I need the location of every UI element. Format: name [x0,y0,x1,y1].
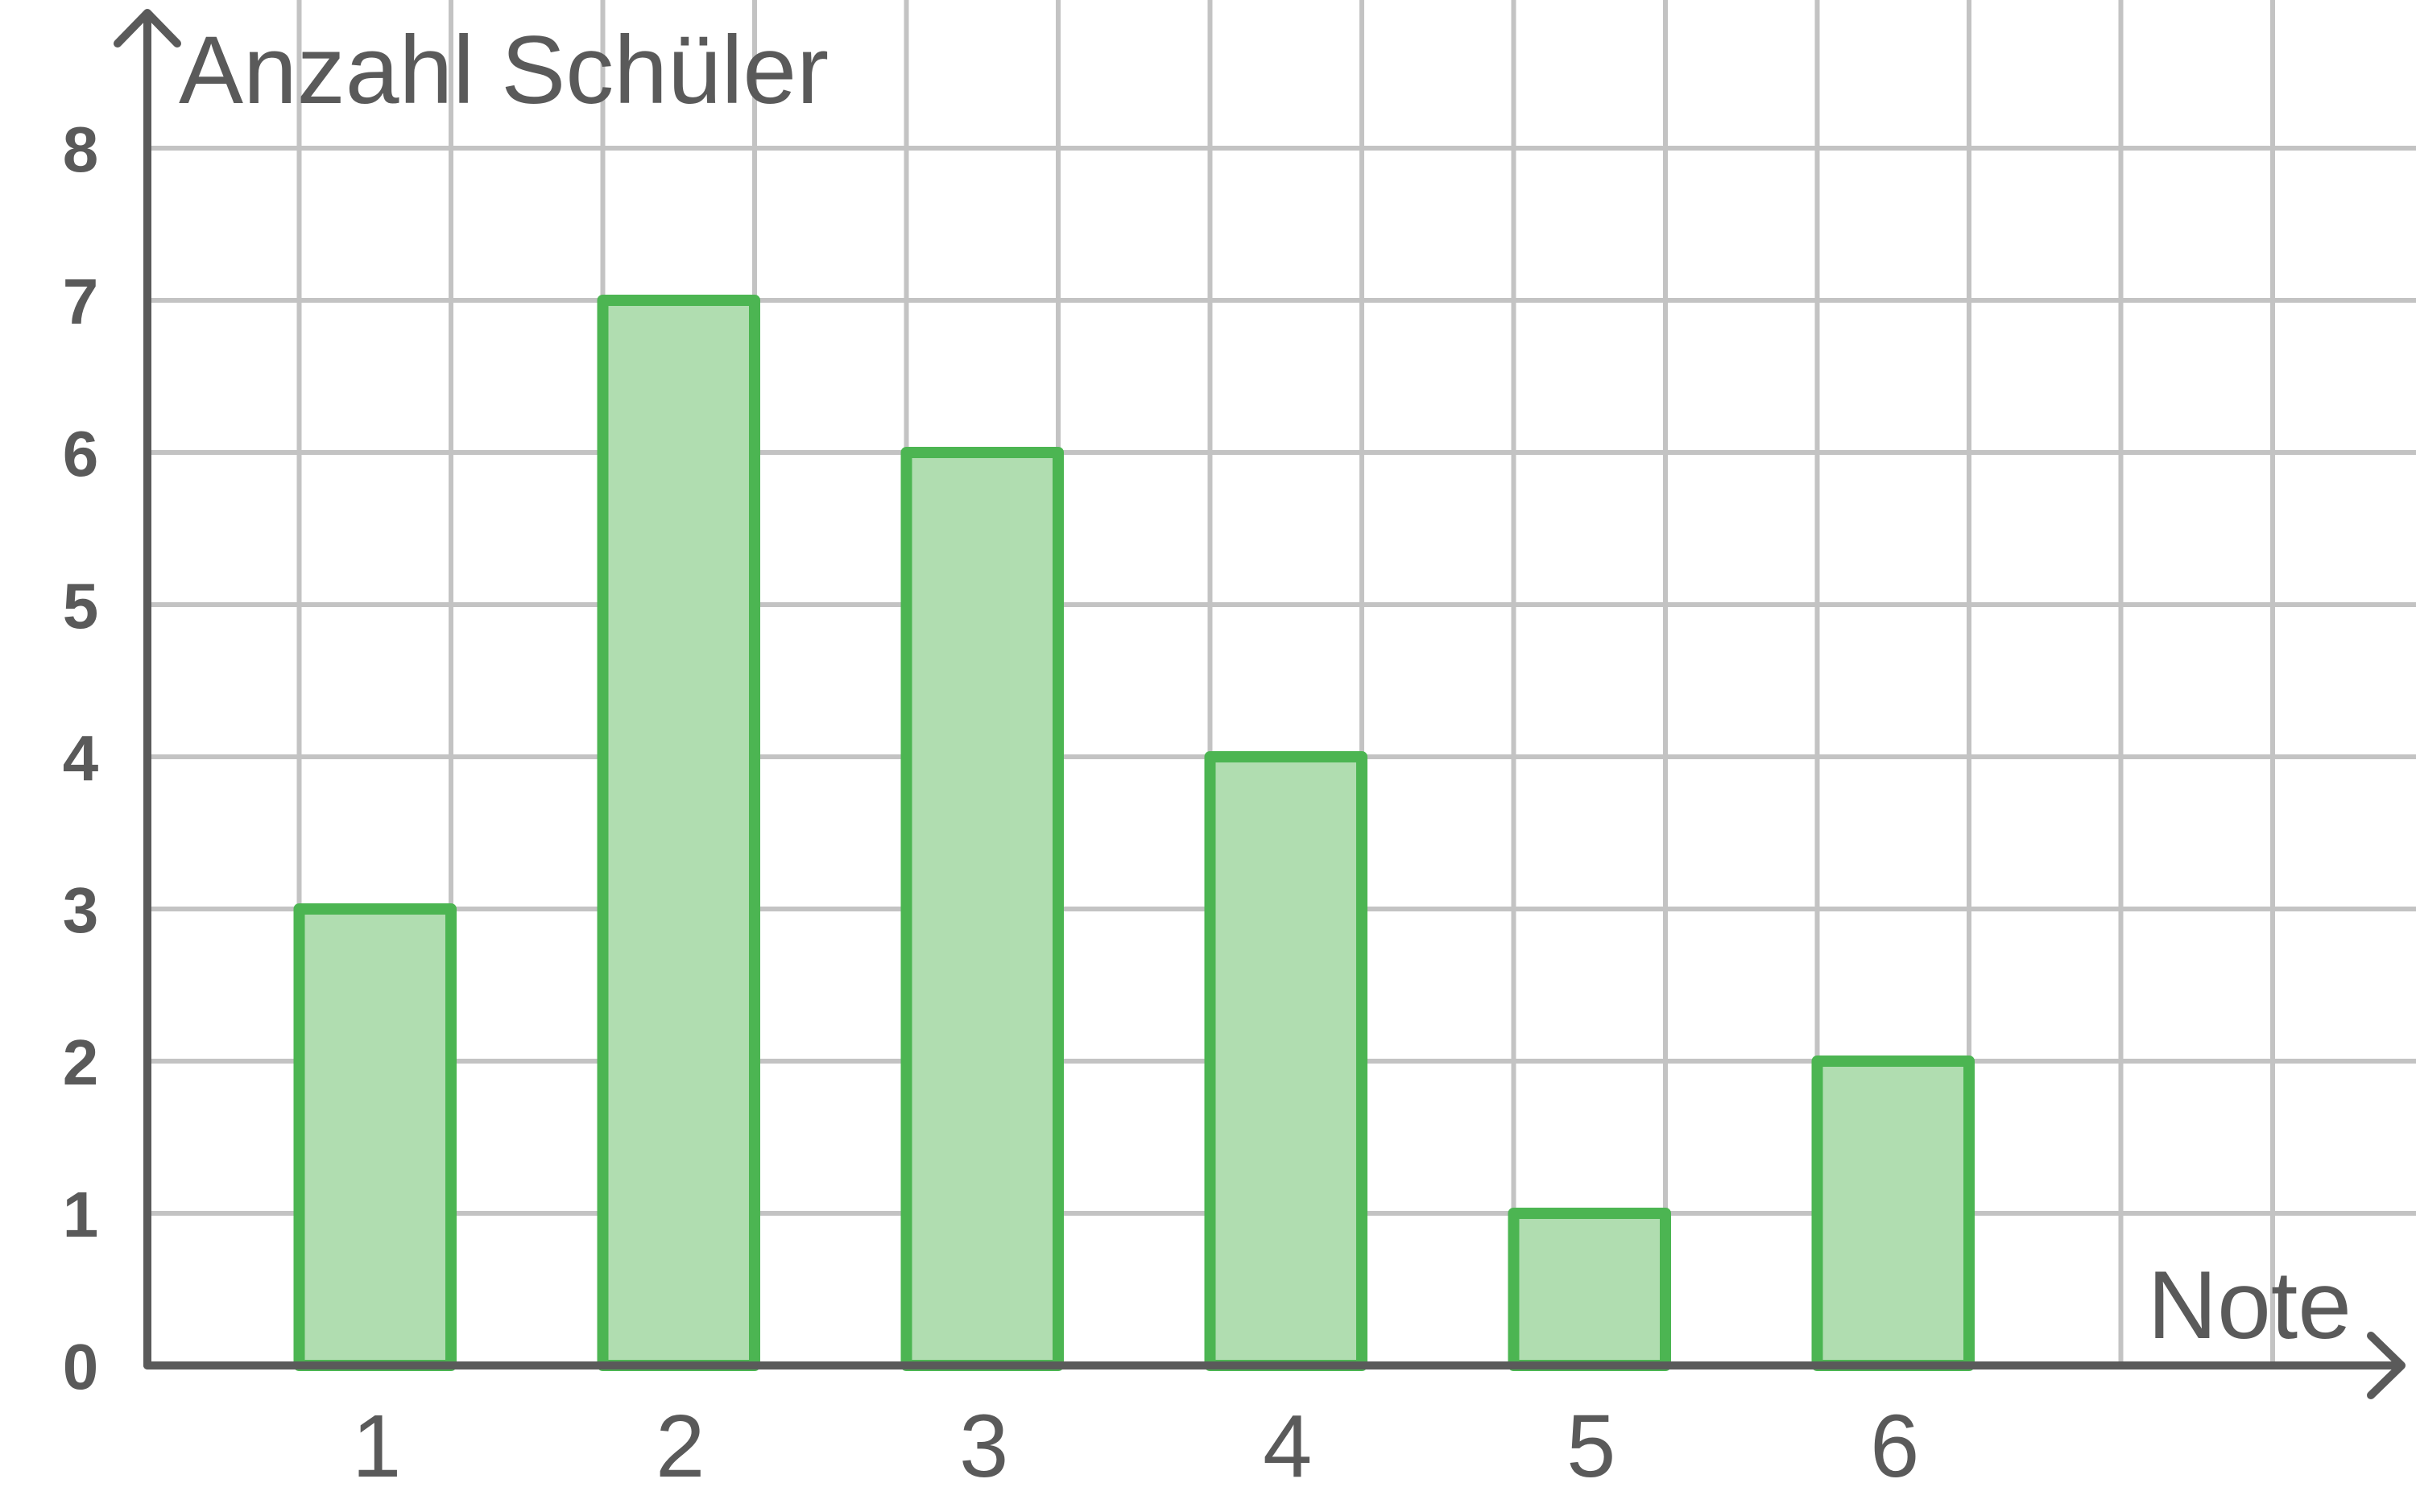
x-tick-label: 6 [1870,1397,1919,1496]
y-tick-label: 7 [63,266,99,337]
y-tick-label: 5 [63,570,99,642]
x-axis-arrowhead [2367,1332,2406,1399]
bar-note-3 [900,447,1064,1371]
bar-note-6 [1811,1056,1975,1371]
y-axis-arrowhead [114,9,181,48]
y-tick-label: 2 [63,1027,99,1098]
x-tick-label: 2 [656,1397,705,1496]
x-tick-label: 1 [352,1397,401,1496]
bar-note-1 [293,903,457,1371]
x-tick-label: 4 [1263,1397,1312,1496]
chart-axes [114,9,2406,1399]
x-tick-labels: 1 2 3 4 5 6 [352,1397,1919,1496]
chart-bars [293,295,1975,1371]
bar-note-5 [1508,1208,1671,1371]
y-tick-labels: 0 1 2 3 4 5 6 7 8 [63,114,99,1403]
x-tick-label: 5 [1566,1397,1615,1496]
y-tick-label: 6 [63,418,99,490]
y-axis-label: Anzahl Schüler [179,16,829,124]
x-axis-label: Note [2148,1251,2352,1359]
y-tick-label: 8 [63,114,99,185]
y-tick-label: 4 [63,722,99,794]
y-tick-label: 1 [63,1179,99,1250]
y-tick-label: 0 [63,1331,99,1403]
x-tick-label: 3 [959,1397,1008,1496]
bar-note-2 [597,295,760,1371]
y-tick-label: 3 [63,874,99,946]
bar-note-4 [1204,751,1367,1371]
